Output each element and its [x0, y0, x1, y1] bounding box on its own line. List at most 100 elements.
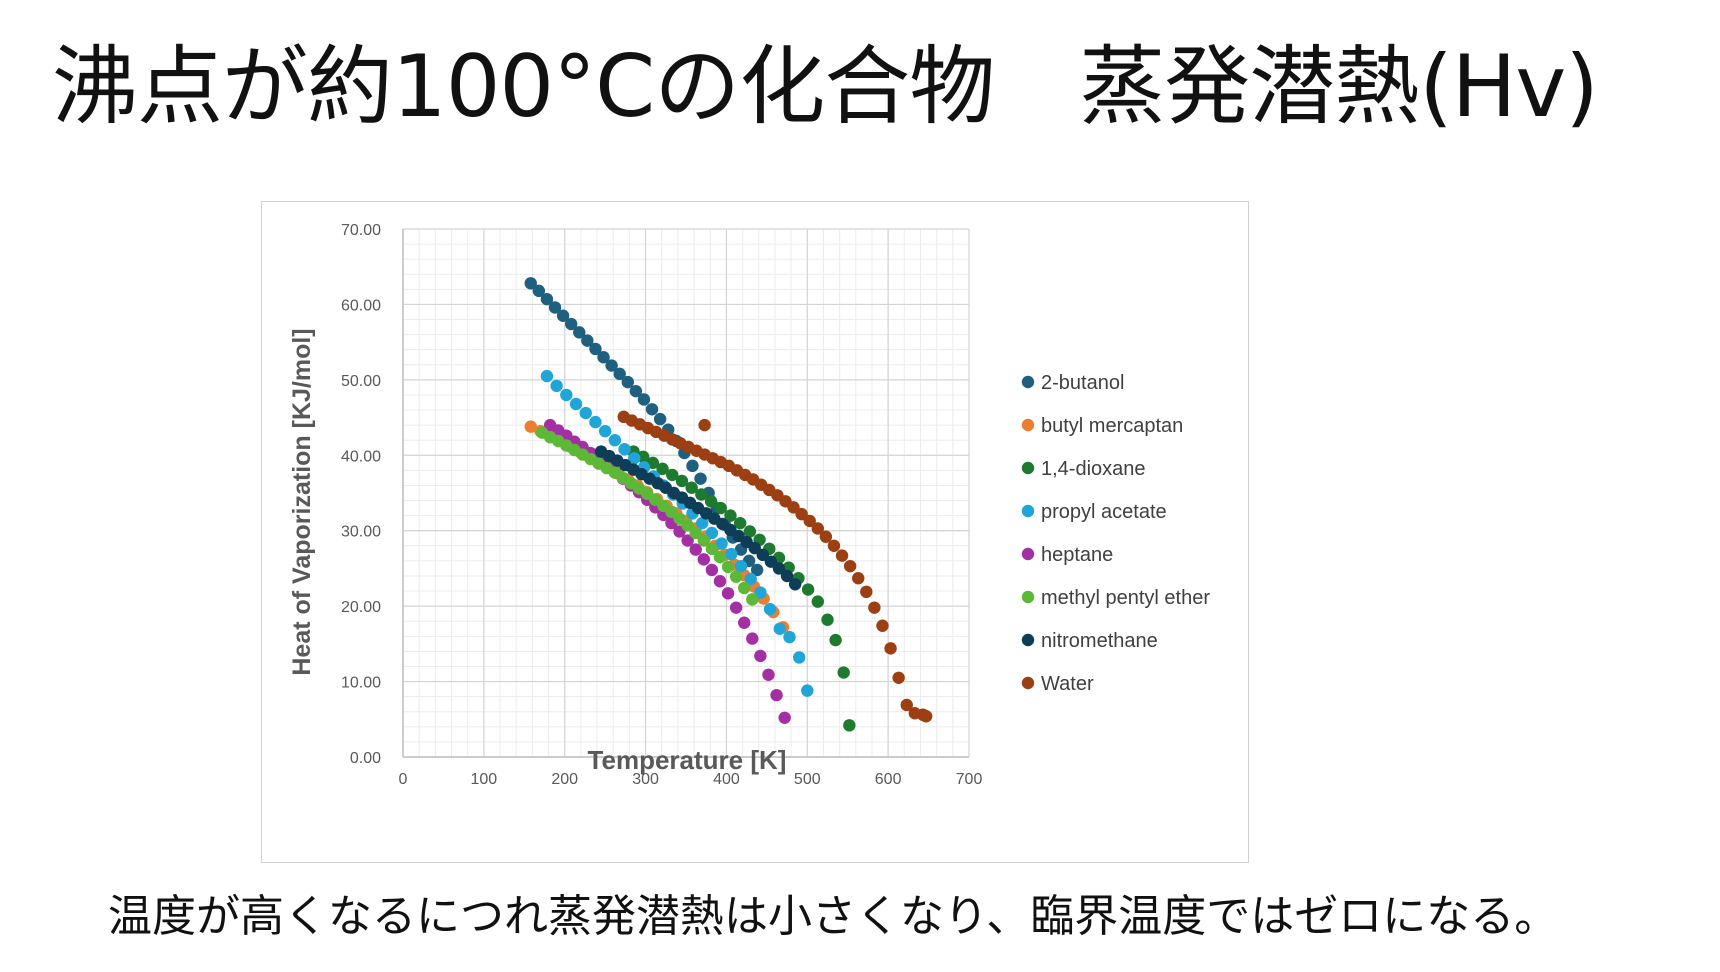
- legend-entry: methyl pentyl ether: [1041, 587, 1210, 609]
- data-point: [837, 666, 850, 679]
- data-point: [843, 719, 856, 732]
- data-point: [738, 581, 751, 595]
- data-point: [681, 534, 694, 547]
- x-tick-label: 600: [875, 771, 902, 788]
- data-point: [801, 583, 815, 596]
- y-tick-labels: 0.00 10.00 20.00 30.00 40.00 50.00 60.00 70.00: [341, 222, 381, 767]
- data-point: [734, 559, 748, 573]
- data-point: [714, 501, 727, 515]
- x-tick-label: 300: [632, 771, 659, 788]
- data-point: [681, 519, 694, 532]
- data-point: [724, 509, 737, 522]
- y-tick-label: 60.00: [341, 297, 381, 314]
- data-point: [835, 549, 849, 562]
- data-point: [705, 563, 719, 577]
- y-tick-label: 30.00: [341, 524, 381, 541]
- legend-entry: Water: [1041, 673, 1094, 695]
- data-point: [597, 351, 610, 364]
- legend-entry: propyl acetate: [1041, 501, 1167, 523]
- data-point: [821, 613, 834, 626]
- data-point: [608, 434, 622, 447]
- data-point: [763, 602, 777, 616]
- data-point: [733, 516, 747, 530]
- data-point: [884, 642, 897, 655]
- legend-marker: [1021, 375, 1035, 389]
- data-point: [852, 572, 865, 585]
- data-point: [673, 512, 686, 525]
- data-point: [744, 572, 757, 586]
- data-point: [618, 443, 631, 456]
- data-points: [524, 277, 933, 732]
- legend-entry: 2-butanol: [1041, 372, 1124, 394]
- data-point: [803, 514, 816, 528]
- data-point: [770, 688, 783, 702]
- data-point: [801, 684, 814, 697]
- data-point: [645, 403, 659, 416]
- data-point: [843, 559, 857, 573]
- data-point: [754, 586, 767, 599]
- data-point: [743, 525, 757, 538]
- data-point: [754, 649, 767, 663]
- x-tick-label: 0: [399, 771, 408, 788]
- legend-marker: [1021, 633, 1035, 647]
- x-tick-label: 700: [956, 771, 983, 788]
- data-point: [756, 548, 770, 562]
- data-point: [560, 388, 573, 402]
- legend-marker: [1021, 590, 1035, 604]
- series-methyl-pentyl-ether: [535, 426, 759, 606]
- series-water: [617, 410, 933, 723]
- data-point: [738, 616, 751, 629]
- data-point: [686, 459, 699, 473]
- data-point: [715, 537, 728, 550]
- y-tick-label: 20.00: [341, 599, 381, 616]
- y-tick-label: 10.00: [341, 675, 381, 692]
- data-point: [783, 630, 796, 644]
- data-point: [689, 543, 702, 556]
- data-point: [860, 585, 873, 599]
- data-point: [919, 710, 933, 723]
- data-point: [524, 277, 537, 290]
- data-point: [556, 309, 570, 322]
- y-tick-label: 50.00: [341, 373, 381, 390]
- data-point: [748, 541, 761, 555]
- chart-frame: 0 100 200 300 400 500 600 700 0.00 10.00 20.00 30.…: [261, 201, 1249, 863]
- legend-entry: heptane: [1041, 544, 1113, 566]
- data-point: [579, 406, 592, 420]
- data-point: [900, 698, 913, 712]
- data-point: [605, 359, 618, 372]
- data-point: [621, 375, 634, 389]
- data-point: [675, 474, 689, 488]
- data-point: [613, 367, 626, 381]
- data-point: [811, 522, 824, 535]
- x-tick-label: 400: [713, 771, 740, 788]
- y-axis-label: Heat of Vaporization [KJ/mol]: [288, 328, 316, 675]
- data-point: [793, 651, 806, 664]
- data-point: [573, 326, 586, 339]
- data-point: [564, 317, 578, 331]
- x-tick-label: 100: [471, 771, 498, 788]
- x-tick-label: 200: [551, 771, 578, 788]
- data-point: [697, 534, 710, 547]
- legend-marker: [1021, 504, 1035, 518]
- data-point: [746, 632, 759, 645]
- data-point: [762, 668, 775, 681]
- data-point: [780, 569, 794, 583]
- data-point: [787, 501, 800, 514]
- slide-title: 沸点が約100°Cの化合物 蒸発潜熱(Hv): [52, 37, 1599, 137]
- data-point: [653, 412, 667, 426]
- data-point: [705, 526, 719, 540]
- data-point: [628, 452, 641, 465]
- legend-marker: [1021, 676, 1035, 690]
- data-point: [829, 633, 842, 647]
- data-point: [795, 507, 808, 521]
- data-point: [589, 342, 602, 356]
- legend: 2-butanol butyl mercaptan 1,4-dioxane propy…: [1021, 372, 1210, 695]
- data-point: [750, 563, 764, 577]
- x-axis-label: Temperature [K]: [588, 745, 787, 775]
- data-point: [694, 472, 707, 485]
- data-point: [729, 570, 743, 583]
- data-point: [772, 562, 786, 575]
- data-point: [666, 468, 679, 482]
- data-point: [540, 292, 554, 306]
- data-point: [721, 587, 735, 600]
